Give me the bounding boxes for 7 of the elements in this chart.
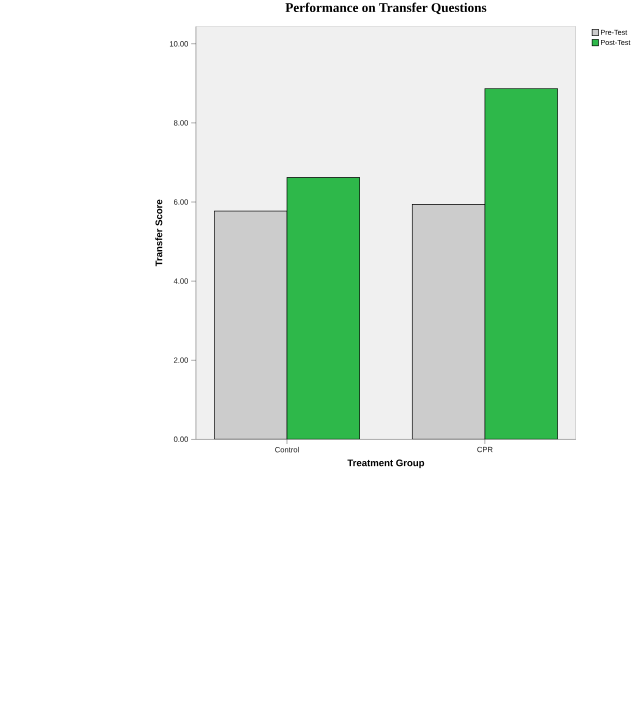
bar bbox=[286, 177, 360, 440]
bar bbox=[214, 210, 288, 440]
bar bbox=[484, 88, 558, 440]
y-axis-title: Transfer Score bbox=[155, 200, 162, 266]
x-axis-title: Treatment Group bbox=[347, 459, 424, 468]
bar bbox=[412, 204, 486, 440]
chart-title: Performance on Transfer Questions bbox=[285, 2, 486, 14]
